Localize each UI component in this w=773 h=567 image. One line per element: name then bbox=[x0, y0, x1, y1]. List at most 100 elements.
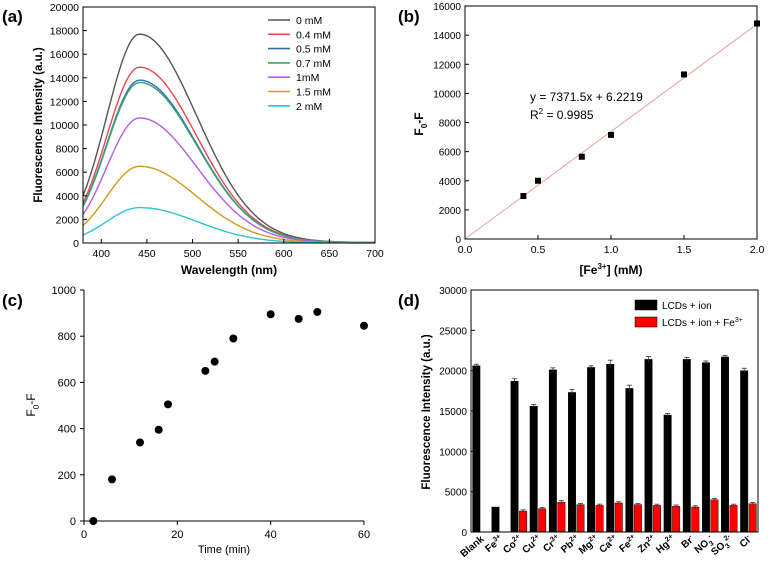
c-data-point bbox=[229, 334, 238, 343]
d-bar bbox=[721, 356, 729, 533]
b-x-tick-label: 0.0 bbox=[458, 244, 473, 256]
c-data-point bbox=[108, 475, 116, 484]
c-y-tick-label: 0 bbox=[70, 516, 76, 528]
a-curves bbox=[82, 33, 375, 244]
d-bar bbox=[576, 504, 585, 533]
a-y-tick-label: 18000 bbox=[50, 26, 79, 38]
d-bars bbox=[472, 354, 757, 533]
d-bar bbox=[595, 505, 604, 533]
b-y-axis-label: F0-F bbox=[412, 112, 429, 135]
b-y-tick-label: 0 bbox=[455, 235, 461, 246]
a-legend-label: 0 mM bbox=[296, 15, 322, 27]
c-data-point bbox=[201, 366, 210, 375]
b-data-point bbox=[578, 153, 585, 160]
a-plot-frame bbox=[82, 6, 376, 244]
panel-label-a: (a) bbox=[2, 7, 23, 26]
d-x-category-label: Ca2+​ bbox=[597, 533, 621, 556]
c-data-point bbox=[266, 310, 275, 319]
b-equation: y = 7371.5x + 6.2219 bbox=[530, 90, 643, 104]
b-y-tick-label: 2000 bbox=[439, 206, 462, 217]
a-x-tick-label: 700 bbox=[366, 248, 384, 260]
a-series-line bbox=[82, 206, 375, 244]
panel-d: (d) 0 5000 10000 15000 20000 25000 30000 Blank… bbox=[398, 286, 759, 560]
b-data-point bbox=[608, 131, 614, 138]
d-y-tick-label: 10000 bbox=[439, 447, 467, 458]
d-bar bbox=[472, 365, 481, 533]
c-y-tick-label: 800 bbox=[58, 331, 76, 343]
d-x-category-label: Co2+​ bbox=[501, 533, 525, 556]
d-bar bbox=[653, 505, 661, 533]
a-x-tick-label: 400 bbox=[92, 248, 110, 260]
b-y-tick-label: 12000 bbox=[433, 60, 461, 71]
c-y-tick-label: 600 bbox=[58, 377, 76, 389]
b-x-tick-label: 1.0 bbox=[604, 244, 619, 256]
d-legend-label: LCDs + ion + Fe3+ bbox=[662, 317, 743, 329]
d-bar bbox=[510, 380, 519, 533]
panel-c: (c) 0 200 400 600 800 1000 0 20 40 60 Time (min)… bbox=[2, 285, 370, 556]
d-bar bbox=[729, 505, 738, 533]
c-data-point bbox=[294, 314, 303, 323]
d-x-category-label: Fe2+​ bbox=[617, 533, 640, 555]
a-y-tick-label: 14000 bbox=[50, 73, 79, 85]
d-x-category-label: Zn2+​ bbox=[636, 533, 659, 555]
a-x-tick-label: 500 bbox=[184, 248, 202, 260]
c-x-tick-label: 20 bbox=[171, 529, 183, 541]
panel-a: (a) 0 2000 4000 6000 8000 10000 12000 14000 1600… bbox=[2, 2, 384, 277]
d-bar bbox=[663, 414, 672, 533]
a-legend-label: 0.7 mM bbox=[296, 58, 331, 70]
a-x-tick-label: 600 bbox=[275, 248, 293, 260]
d-bar bbox=[740, 370, 749, 533]
d-y-tick-label: 25000 bbox=[439, 326, 467, 337]
d-legend-swatch bbox=[634, 316, 658, 328]
a-y-tick-label: 20000 bbox=[50, 2, 79, 14]
a-series-line bbox=[82, 165, 375, 244]
d-bar bbox=[748, 503, 757, 533]
d-legend: LCDs + ion LCDs + ion + Fe3+ bbox=[634, 299, 743, 329]
d-x-category-label: Cr3+​ bbox=[541, 533, 563, 554]
d-bar bbox=[548, 369, 557, 533]
d-x-category-label: Fe3+​ bbox=[483, 533, 506, 555]
d-bar bbox=[672, 505, 681, 533]
panel-label-c: (c) bbox=[2, 291, 23, 310]
a-y-tick-label: 2000 bbox=[56, 214, 80, 226]
a-x-tick-label: 650 bbox=[321, 248, 339, 260]
d-y-tick-label: 15000 bbox=[439, 407, 467, 418]
d-x-category-label: SO32-​ bbox=[709, 533, 737, 560]
d-bar bbox=[644, 359, 653, 533]
b-y-tick-label: 10000 bbox=[433, 89, 461, 100]
b-y-tick-label: 8000 bbox=[439, 119, 462, 130]
d-y-tick-label: 20000 bbox=[439, 367, 467, 378]
d-bar bbox=[587, 367, 596, 533]
a-series-line bbox=[82, 33, 375, 244]
c-y-axis-label: F0-F bbox=[24, 393, 41, 416]
d-y-tick-label: 5000 bbox=[445, 488, 468, 499]
a-x-axis-label: Wavelength (nm) bbox=[181, 263, 277, 277]
c-y-tick-label: 200 bbox=[58, 470, 76, 482]
d-x-category-label: Hg2+​ bbox=[654, 533, 678, 556]
d-x-labels: BlankFe3+​Co2+​Cu2+​Cr3+​Pb2+​Mg2+​Ca2+​… bbox=[459, 533, 755, 560]
a-y-tick-label: 12000 bbox=[50, 96, 79, 108]
d-bar bbox=[529, 405, 538, 533]
a-x-tick-label: 450 bbox=[138, 248, 156, 260]
b-data-point bbox=[520, 193, 527, 200]
a-legend-label: 1.5 mM bbox=[296, 87, 331, 99]
d-bar bbox=[691, 506, 700, 533]
d-bar bbox=[491, 506, 500, 533]
d-y-ticks: 0 5000 10000 15000 20000 25000 30000 bbox=[439, 286, 475, 539]
c-points bbox=[89, 307, 368, 525]
a-y-tick-label: 16000 bbox=[50, 49, 79, 61]
b-x-tick-label: 0.5 bbox=[531, 244, 546, 256]
b-plot-frame bbox=[464, 5, 758, 240]
d-bar bbox=[701, 362, 710, 533]
c-x-tick-label: 0 bbox=[81, 529, 87, 541]
a-x-tick-label: 550 bbox=[229, 248, 247, 260]
a-y-axis-label: Fluorescence Intensity (a.u.) bbox=[33, 47, 45, 202]
d-bar bbox=[614, 502, 623, 533]
a-y-tick-label: 0 bbox=[73, 238, 79, 250]
a-series-line bbox=[82, 79, 375, 244]
a-y-tick-label: 6000 bbox=[56, 167, 80, 179]
d-bar bbox=[633, 504, 642, 533]
d-x-category-label: Cl-​ bbox=[737, 533, 755, 551]
c-x-ticks: 0 20 40 60 bbox=[81, 521, 370, 541]
